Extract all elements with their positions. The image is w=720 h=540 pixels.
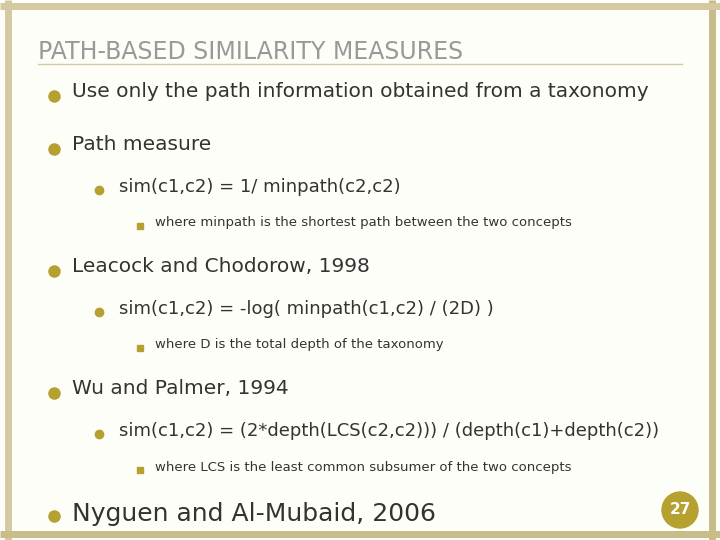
Text: Path measure: Path measure xyxy=(72,135,211,154)
Text: where minpath is the shortest path between the two concepts: where minpath is the shortest path betwe… xyxy=(155,217,572,230)
Text: Use only the path information obtained from a taxonomy: Use only the path information obtained f… xyxy=(72,82,649,101)
Text: Wu and Palmer, 1994: Wu and Palmer, 1994 xyxy=(72,379,289,398)
Text: where D is the total depth of the taxonomy: where D is the total depth of the taxono… xyxy=(155,339,444,352)
Text: Nyguen and Al-Mubaid, 2006: Nyguen and Al-Mubaid, 2006 xyxy=(72,502,436,526)
Text: Leacock and Chodorow, 1998: Leacock and Chodorow, 1998 xyxy=(72,257,370,276)
Text: 27: 27 xyxy=(670,503,690,517)
Text: where LCS is the least common subsumer of the two concepts: where LCS is the least common subsumer o… xyxy=(155,461,571,474)
Text: PATH-BASED SIMILARITY MEASURES: PATH-BASED SIMILARITY MEASURES xyxy=(38,40,463,64)
Text: sim(c1,c2) = 1/ minpath(c2,c2): sim(c1,c2) = 1/ minpath(c2,c2) xyxy=(119,178,400,196)
Circle shape xyxy=(662,492,698,528)
Text: sim(c1,c2) = -log( minpath(c1,c2) / (2D) ): sim(c1,c2) = -log( minpath(c1,c2) / (2D)… xyxy=(119,300,493,318)
Text: sim(c1,c2) = (2*depth(LCS(c2,c2))) / (depth(c1)+depth(c2)): sim(c1,c2) = (2*depth(LCS(c2,c2))) / (de… xyxy=(119,422,659,440)
